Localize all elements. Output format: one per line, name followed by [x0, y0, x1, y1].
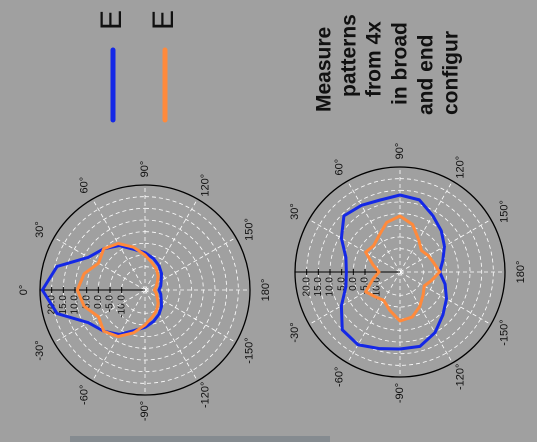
r-tick-label: 5.0	[81, 295, 92, 309]
theta-tick-label: 180°	[260, 279, 272, 302]
theta-tick-label: -150°	[244, 337, 256, 363]
title-line: Measure	[313, 27, 336, 112]
r-tick-label: -5.0	[360, 277, 371, 295]
theta-tick-label: -120°	[199, 382, 211, 408]
theta-tick-label: -150°	[499, 319, 511, 345]
r-tick-label: 15.0	[313, 277, 324, 297]
theta-tick-label: 120°	[199, 174, 211, 197]
grid-spoke	[347, 271, 401, 364]
theta-tick-label: 90°	[394, 143, 406, 160]
pattern-curve	[40, 244, 163, 336]
theta-tick-label: -60°	[78, 385, 90, 405]
legend-label: E	[147, 10, 180, 30]
r-tick-label: -10.0	[116, 295, 127, 318]
r-tick-label: 10.0	[70, 295, 81, 315]
grid-spoke	[399, 180, 453, 273]
r-tick-label: 15.0	[58, 295, 69, 315]
title-line: in broad	[389, 22, 412, 105]
r-tick-label: 10.0	[325, 277, 336, 297]
r-tick-label: 5.0	[336, 277, 347, 291]
theta-tick-label: 150°	[244, 218, 256, 241]
grid-spoke	[347, 180, 401, 273]
pattern-curve	[364, 214, 442, 323]
title-line: from 4x	[363, 21, 386, 97]
theta-tick-label: -30°	[34, 340, 46, 360]
legend-label: E	[95, 10, 128, 30]
grid-ring	[62, 207, 228, 373]
grid-spoke	[399, 271, 453, 364]
grid-spoke	[144, 198, 198, 291]
grid-spoke	[308, 271, 401, 325]
theta-tick-label: 30°	[289, 203, 301, 220]
grid-spoke	[144, 289, 198, 382]
r-tick-label: 0.0	[93, 295, 104, 309]
r-tick-label: -10.0	[371, 277, 382, 300]
theta-tick-label: -90°	[394, 383, 406, 403]
r-tick-label: 0.0	[348, 277, 359, 291]
pattern-curve	[75, 242, 160, 338]
grid-spoke	[308, 219, 401, 273]
theta-tick-label: 60°	[78, 177, 90, 194]
theta-tick-label: 0°	[18, 285, 30, 296]
theta-tick-label: 60°	[333, 159, 345, 176]
title-line: and end	[415, 34, 438, 115]
r-tick-label: 20.0	[301, 277, 312, 297]
r-tick-label: -5.0	[105, 295, 116, 313]
theta-tick-label: -60°	[333, 367, 345, 387]
grid-ring	[317, 189, 483, 355]
theta-tick-label: -30°	[289, 322, 301, 342]
rotated-content: Measure patterns from 4x in broad and end con…	[18, 10, 527, 421]
title-line: configur	[440, 31, 463, 115]
theta-tick-label: 180°	[515, 261, 527, 284]
theta-tick-label: 30°	[34, 221, 46, 238]
theta-tick-label: -90°	[139, 401, 151, 421]
theta-tick-label: -120°	[454, 364, 466, 390]
title-line: patterns	[338, 14, 361, 97]
theta-tick-label: 90°	[139, 161, 151, 178]
photo-strip	[70, 436, 330, 442]
theta-tick-label: 150°	[499, 200, 511, 223]
pattern-curve	[339, 193, 448, 351]
theta-tick-label: 120°	[454, 156, 466, 179]
